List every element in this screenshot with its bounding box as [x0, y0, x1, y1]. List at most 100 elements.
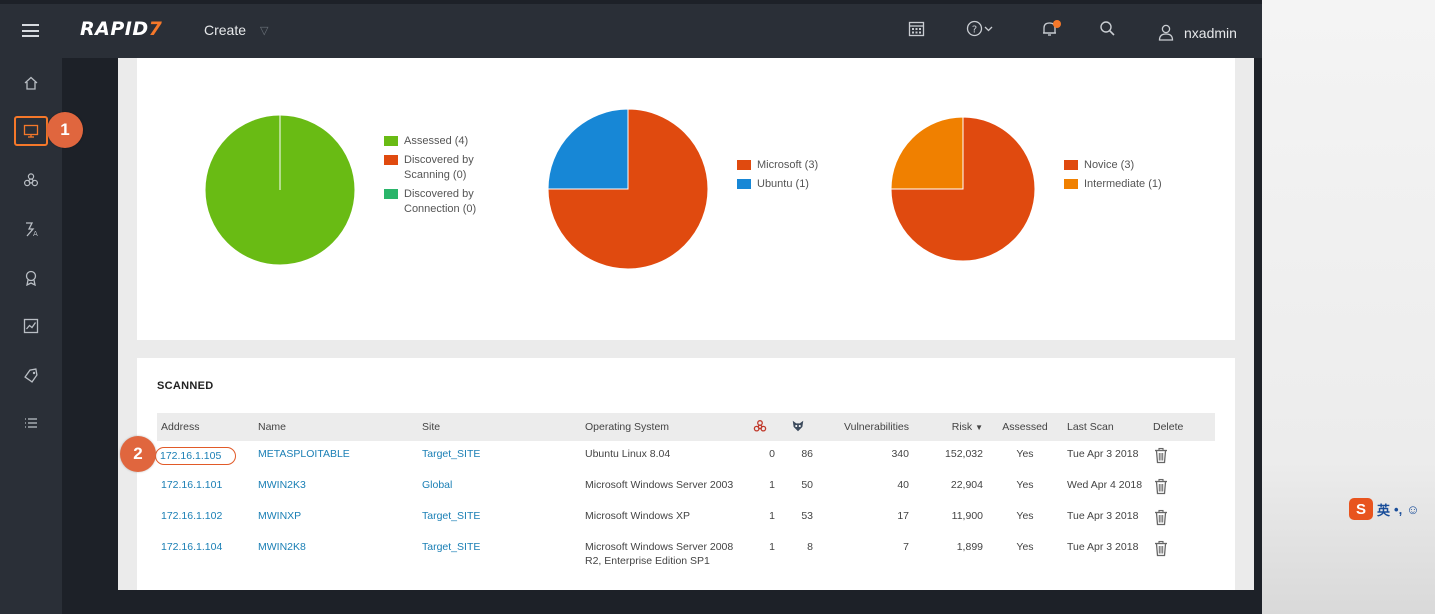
home-icon [24, 76, 38, 90]
legend-item[interactable]: Discovered by Connection (0) [384, 187, 490, 217]
list-icon [25, 418, 37, 428]
create-menu[interactable]: Create ▽ [204, 22, 269, 38]
col-name[interactable]: Name [258, 421, 287, 433]
col-exploits[interactable] [779, 413, 817, 441]
site-link[interactable]: Global [422, 479, 453, 491]
legend-item[interactable]: Intermediate (1) [1064, 177, 1162, 192]
pie-skill [890, 116, 1036, 262]
address-link[interactable]: 172.16.1.102 [161, 510, 223, 522]
legend-item[interactable]: Microsoft (3) [737, 158, 818, 173]
rapid7-logo[interactable]: RAPID7 [80, 18, 162, 40]
notification-dot [1053, 20, 1061, 28]
swatch-assessed [384, 136, 398, 146]
chevron-down-icon: ▽ [260, 24, 269, 37]
col-vulnerabilities[interactable]: Vulnerabilities [844, 421, 909, 433]
site-link[interactable]: Target_SITE [422, 510, 481, 522]
search-icon[interactable] [1099, 20, 1116, 42]
table-body: 172.16.1.105 METASPLOITABLE Target_SITE … [155, 441, 1215, 572]
delete-button[interactable] [1149, 534, 1215, 572]
address-link[interactable]: 172.16.1.101 [161, 479, 223, 491]
exploits-cell: 86 [801, 448, 813, 460]
section-title: SCANNED [157, 380, 214, 392]
chart-icon [23, 318, 39, 334]
address-link[interactable]: 172.16.1.104 [161, 541, 223, 553]
legend-item[interactable]: Assessed (4) [384, 134, 490, 149]
ime-punct: •, [1394, 501, 1403, 517]
sidebar-policies[interactable]: A [14, 214, 48, 244]
asset-name-link[interactable]: MWINXP [258, 510, 302, 522]
sidebar-home[interactable] [14, 68, 48, 98]
swatch-discovered-scanning [384, 155, 398, 165]
scrollbar[interactable] [1254, 58, 1262, 590]
swatch-discovered-connection [384, 189, 398, 199]
help-icon[interactable]: ? [966, 20, 998, 42]
legend-label: Assessed (4) [404, 135, 469, 147]
vulnerabilities-cell: 340 [891, 448, 909, 460]
delete-button[interactable] [1149, 472, 1215, 503]
asset-name-link[interactable]: METASPLOITABLE [258, 448, 350, 460]
legend-item[interactable]: Discovered by Scanning (0) [384, 153, 490, 183]
os-cell: Microsoft Windows Server 2003 [585, 479, 734, 491]
svg-text:A: A [33, 230, 38, 237]
sidebar-certifications[interactable] [14, 263, 48, 293]
asset-name-link[interactable]: MWIN2K3 [258, 479, 306, 491]
calendar-icon[interactable] [908, 20, 925, 42]
policy-icon: A [26, 222, 38, 237]
sidebar-vulnerabilities[interactable] [14, 165, 48, 195]
sidebar-assets[interactable] [14, 116, 48, 146]
menu-icon[interactable] [22, 24, 39, 37]
trash-icon [1155, 540, 1167, 557]
col-risk[interactable]: Risk ▼ [913, 413, 987, 441]
exploits-cell: 50 [801, 479, 813, 491]
assessed-cell: Yes [1016, 479, 1034, 491]
last-scan-cell: Tue Apr 3 2018 [1067, 510, 1139, 522]
assessed-cell: Yes [1016, 510, 1034, 522]
delete-button[interactable] [1149, 441, 1215, 472]
col-delete: Delete [1153, 421, 1184, 433]
assessed-cell: Yes [1016, 541, 1034, 553]
legend-label: Discovered by Connection (0) [404, 188, 477, 215]
delete-button[interactable] [1149, 503, 1215, 534]
user-menu[interactable]: nxadmin [1158, 24, 1237, 41]
user-icon [1158, 24, 1174, 41]
sidebar-administration[interactable] [14, 408, 48, 438]
swatch-ubuntu [737, 179, 751, 189]
site-link[interactable]: Target_SITE [422, 448, 481, 460]
asset-name-link[interactable]: MWIN2K8 [258, 541, 306, 553]
table-row: 172.16.1.102 MWINXP Target_SITE Microsof… [157, 503, 1215, 534]
col-last-scan[interactable]: Last Scan [1067, 421, 1114, 433]
legend-label: Ubuntu (1) [757, 178, 809, 190]
award-icon [25, 270, 37, 286]
site-link[interactable]: Target_SITE [422, 541, 481, 553]
sidebar-tags[interactable] [14, 360, 48, 390]
risk-cell: 22,904 [950, 479, 983, 491]
legend-label: Discovered by Scanning (0) [404, 154, 474, 181]
address-link[interactable]: 172.16.1.105 [155, 447, 237, 465]
table-row: 172.16.1.105 METASPLOITABLE Target_SITE … [155, 441, 1215, 472]
legend-item[interactable]: Novice (3) [1064, 158, 1162, 173]
col-assessed[interactable]: Assessed [1002, 421, 1048, 433]
malware-cell: 1 [769, 479, 775, 491]
top-bar: RAPID7 Create ▽ ? nxadmin [0, 4, 1262, 58]
malware-cell: 0 [769, 448, 775, 460]
pie-slice[interactable] [547, 108, 629, 190]
scanned-card: SCANNED Address Name Site Operating Syst… [137, 358, 1235, 590]
pie-slice[interactable] [890, 116, 964, 190]
os-cell: Ubuntu Linux 8.04 [585, 448, 671, 460]
col-address[interactable]: Address [161, 421, 200, 433]
swatch-intermediate [1064, 179, 1078, 189]
sidebar-reports[interactable] [14, 311, 48, 341]
ime-emoji-icon: ☺ [1406, 501, 1420, 517]
main-content: Assessed (4) Discovered by Scanning (0) … [118, 58, 1254, 590]
trash-icon [1155, 447, 1167, 464]
sidebar: A [0, 58, 62, 614]
ime-toolbar[interactable]: S 英 •, ☺ [1349, 498, 1419, 520]
col-site[interactable]: Site [422, 421, 441, 433]
legend-item[interactable]: Ubuntu (1) [737, 177, 818, 192]
col-os[interactable]: Operating System [585, 421, 670, 433]
biohazard-icon [23, 173, 39, 187]
tag-icon [24, 368, 38, 383]
vulnerabilities-cell: 40 [897, 479, 909, 491]
col-malware[interactable] [741, 413, 779, 441]
legend-skill: Novice (3) Intermediate (1) [1064, 158, 1162, 196]
